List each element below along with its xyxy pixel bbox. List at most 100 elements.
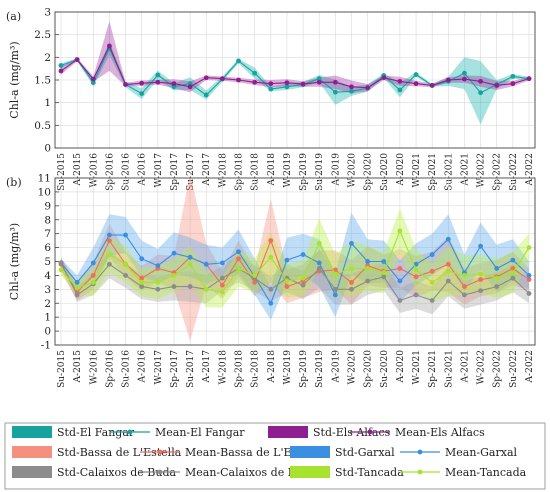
data-point xyxy=(284,257,290,263)
mean-line xyxy=(60,262,530,302)
data-point xyxy=(155,286,161,292)
data-point xyxy=(445,261,451,267)
data-point xyxy=(203,75,209,81)
data-point xyxy=(397,298,403,303)
y-tick-label: 2 xyxy=(44,298,51,310)
x-tick-label: Su-2015 xyxy=(57,153,67,191)
data-point xyxy=(349,286,354,292)
legend-label: Std-Tancada xyxy=(335,466,404,479)
panel-a: 0 0.5 1 1.5 2 2.5 3 Su-2015 A-2015 W-2016 Sp-2016 S… xyxy=(6,7,536,191)
x-tick-label: A-2017 xyxy=(202,350,212,384)
data-point xyxy=(90,260,96,266)
data-point xyxy=(123,82,128,87)
x-tick-label: Sp-2018 xyxy=(235,350,245,388)
y-tick-label: 1.5 xyxy=(34,75,51,87)
data-point xyxy=(381,274,387,280)
data-point xyxy=(349,279,354,285)
y-tick-label: 3 xyxy=(44,284,51,296)
data-point xyxy=(365,266,371,271)
legend-label: Std-Bassa de L'Estella xyxy=(57,446,182,459)
data-point xyxy=(155,279,161,285)
legend-marker xyxy=(367,429,373,435)
data-point xyxy=(526,291,532,296)
data-point xyxy=(252,79,258,85)
data-point xyxy=(365,259,371,264)
legend-label: Std-El Fangar xyxy=(57,426,135,439)
x-tick-label: W-2022 xyxy=(477,153,487,188)
legend-swatch xyxy=(290,446,330,458)
data-point xyxy=(478,288,483,294)
x-tick-label: Sp-2017 xyxy=(170,153,180,191)
data-point xyxy=(58,267,64,273)
data-point xyxy=(139,256,145,262)
data-point xyxy=(236,249,241,255)
y-axis-label: Chl-a (mg/m³) xyxy=(8,41,21,118)
data-point xyxy=(478,78,483,84)
x-tick-label: A-2015 xyxy=(73,153,83,187)
data-point xyxy=(478,277,483,282)
y-tick-label: 8 xyxy=(44,214,51,226)
y-tick-label: 0.5 xyxy=(34,120,51,132)
legend-swatch xyxy=(12,426,52,438)
data-point xyxy=(90,273,96,278)
data-point xyxy=(316,76,322,82)
x-tick-label: Su-2021 xyxy=(444,153,454,191)
data-point xyxy=(187,261,193,267)
data-point xyxy=(413,261,419,267)
data-point xyxy=(349,88,354,94)
x-tick-label: A-2022 xyxy=(525,153,535,186)
data-point xyxy=(429,83,435,88)
y-tick-label: 6 xyxy=(44,242,51,254)
x-tick-label: Su-2022 xyxy=(509,350,519,388)
x-tick-label: Sp-2020 xyxy=(364,153,374,191)
data-point xyxy=(397,78,403,84)
legend-label: Mean-Bassa de L'Estella xyxy=(185,446,322,459)
legend-label: Mean-Tancada xyxy=(445,466,527,479)
x-tick-label: A-2019 xyxy=(331,350,341,384)
y-tick-label: 4 xyxy=(44,270,51,282)
y-tick-label: 0 xyxy=(44,143,51,155)
data-point xyxy=(445,268,451,274)
x-tick-label: W-2019 xyxy=(283,153,293,188)
data-point xyxy=(332,89,338,95)
data-point xyxy=(236,77,241,83)
data-point xyxy=(123,232,128,238)
y-tick-label: 5 xyxy=(44,256,51,268)
data-point xyxy=(413,81,419,87)
data-point xyxy=(494,83,500,88)
data-point xyxy=(284,284,290,289)
x-tick-label: W-2021 xyxy=(412,153,422,188)
data-point xyxy=(171,81,177,87)
legend-label: Mean-Calaixos de Buda xyxy=(185,466,317,479)
data-point xyxy=(316,266,322,271)
y-tick-label: 2.5 xyxy=(34,29,51,41)
x-tick-label: Su-2018 xyxy=(251,350,261,388)
data-point xyxy=(268,286,274,292)
x-tick-label: A-2019 xyxy=(331,153,341,187)
data-point xyxy=(381,75,387,81)
legend-label: Mean-Els Alfacs xyxy=(395,426,485,439)
mean-line xyxy=(60,229,530,293)
data-point xyxy=(219,289,225,295)
data-point xyxy=(187,284,193,289)
data-point xyxy=(203,286,209,292)
legend-label: Mean-Garxal xyxy=(445,446,517,459)
data-point xyxy=(90,76,96,82)
data-point xyxy=(445,278,451,284)
x-tick-label: Sp-2021 xyxy=(428,350,438,388)
data-point xyxy=(107,232,112,238)
x-tick-label: Sp-2019 xyxy=(299,153,309,191)
panel-label: (a) xyxy=(6,10,21,23)
data-point xyxy=(510,81,516,87)
std-band xyxy=(61,21,529,94)
data-point xyxy=(107,238,112,244)
x-tick-label: A-2022 xyxy=(525,350,535,383)
data-point xyxy=(171,250,177,256)
x-tick-label: W-2016 xyxy=(89,153,99,188)
data-point xyxy=(236,266,241,271)
x-tick-label: A-2016 xyxy=(138,153,148,187)
panel-label: (b) xyxy=(6,176,22,189)
data-point xyxy=(349,241,354,246)
x-tick-label: A-2020 xyxy=(396,153,406,187)
